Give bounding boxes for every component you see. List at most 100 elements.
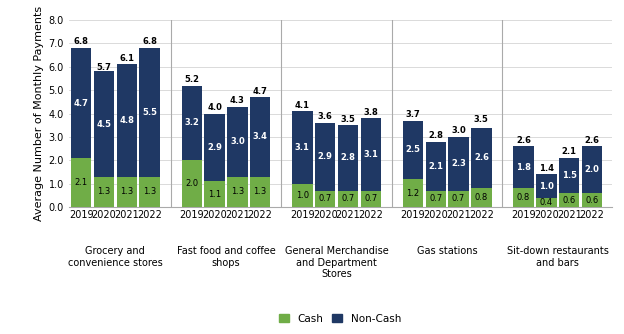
- Bar: [338, 125, 358, 191]
- Bar: [205, 114, 225, 181]
- Text: 3.4: 3.4: [253, 133, 268, 141]
- Text: 4.1: 4.1: [295, 101, 310, 110]
- Text: 3.2: 3.2: [184, 119, 199, 127]
- Bar: [361, 118, 381, 191]
- Text: 1.3: 1.3: [231, 187, 244, 196]
- Bar: [514, 188, 534, 207]
- Bar: [536, 198, 557, 207]
- Bar: [182, 160, 202, 207]
- Text: 2.1: 2.1: [562, 147, 577, 156]
- Bar: [514, 146, 534, 188]
- Text: 2.6: 2.6: [474, 154, 489, 162]
- Text: 1.0: 1.0: [296, 191, 309, 200]
- Bar: [426, 191, 446, 207]
- Bar: [449, 137, 469, 191]
- Bar: [117, 64, 137, 177]
- Text: 2.1: 2.1: [75, 178, 88, 187]
- Bar: [94, 71, 114, 177]
- Text: 3.7: 3.7: [406, 110, 421, 119]
- Text: 4.5: 4.5: [97, 120, 112, 129]
- Text: 1.4: 1.4: [539, 164, 554, 173]
- Bar: [292, 184, 313, 207]
- Bar: [250, 177, 270, 207]
- Bar: [292, 111, 313, 184]
- Text: 2.5: 2.5: [406, 145, 421, 154]
- Bar: [182, 86, 202, 160]
- Text: 6.8: 6.8: [142, 37, 157, 46]
- Text: Sit-down restaurants
and bars: Sit-down restaurants and bars: [507, 246, 609, 268]
- Text: Fast food and coffee
shops: Fast food and coffee shops: [177, 246, 275, 268]
- Text: General Merchandise
and Department
Stores: General Merchandise and Department Store…: [285, 246, 388, 279]
- Text: 0.7: 0.7: [452, 194, 466, 203]
- Bar: [559, 158, 579, 193]
- Text: 1.3: 1.3: [143, 187, 156, 196]
- Text: 3.1: 3.1: [363, 150, 378, 159]
- Text: 3.0: 3.0: [230, 137, 245, 146]
- Text: 2.8: 2.8: [428, 131, 443, 140]
- Bar: [71, 158, 91, 207]
- Bar: [250, 97, 270, 177]
- Bar: [117, 177, 137, 207]
- Text: 2.8: 2.8: [341, 154, 356, 162]
- Text: 3.1: 3.1: [295, 143, 310, 152]
- Text: 1.1: 1.1: [208, 190, 221, 199]
- Bar: [139, 48, 160, 177]
- Text: 1.5: 1.5: [562, 171, 577, 180]
- Text: 4.7: 4.7: [253, 87, 268, 96]
- Text: 0.8: 0.8: [517, 193, 530, 202]
- Text: 0.6: 0.6: [563, 196, 576, 204]
- Bar: [139, 177, 160, 207]
- Bar: [227, 107, 248, 177]
- Text: 0.8: 0.8: [475, 193, 488, 202]
- Bar: [559, 193, 579, 207]
- Bar: [403, 179, 423, 207]
- Text: 3.8: 3.8: [363, 108, 378, 117]
- Bar: [205, 181, 225, 207]
- Text: 4.0: 4.0: [207, 103, 222, 112]
- Text: Grocery and
convenience stores: Grocery and convenience stores: [68, 246, 163, 268]
- Bar: [227, 177, 248, 207]
- Text: 1.3: 1.3: [120, 187, 134, 196]
- Bar: [426, 142, 446, 191]
- Text: 0.7: 0.7: [341, 194, 354, 203]
- Text: 5.5: 5.5: [142, 108, 157, 117]
- Text: 0.7: 0.7: [364, 194, 378, 203]
- Text: 1.8: 1.8: [516, 163, 531, 172]
- Text: 0.6: 0.6: [585, 196, 598, 204]
- Bar: [338, 191, 358, 207]
- Bar: [94, 177, 114, 207]
- Bar: [471, 188, 492, 207]
- Text: 3.5: 3.5: [474, 115, 489, 124]
- Bar: [315, 191, 335, 207]
- Text: 3.0: 3.0: [451, 126, 466, 135]
- Bar: [315, 123, 335, 191]
- Bar: [536, 174, 557, 198]
- Text: 0.7: 0.7: [429, 194, 442, 203]
- Text: 2.0: 2.0: [185, 179, 198, 188]
- Text: 0.7: 0.7: [318, 194, 332, 203]
- Text: 0.4: 0.4: [540, 198, 553, 207]
- Text: 2.9: 2.9: [207, 143, 222, 152]
- Bar: [449, 191, 469, 207]
- Text: 2.0: 2.0: [585, 165, 600, 174]
- Text: 1.3: 1.3: [97, 187, 110, 196]
- Legend: Cash, Non-Cash: Cash, Non-Cash: [275, 310, 406, 328]
- Text: 5.7: 5.7: [97, 63, 112, 72]
- Text: 1.2: 1.2: [406, 189, 419, 197]
- Bar: [403, 121, 423, 179]
- Text: 3.5: 3.5: [341, 115, 356, 124]
- Text: 2.1: 2.1: [428, 162, 443, 171]
- Bar: [71, 48, 91, 158]
- Bar: [582, 193, 602, 207]
- Text: 3.6: 3.6: [318, 112, 333, 121]
- Text: 5.2: 5.2: [184, 75, 199, 84]
- Text: 1.3: 1.3: [253, 187, 267, 196]
- Text: 1.0: 1.0: [539, 182, 554, 190]
- Text: 4.8: 4.8: [119, 116, 134, 125]
- Y-axis label: Average Number of Monthly Payments: Average Number of Monthly Payments: [34, 6, 44, 221]
- Text: 2.6: 2.6: [585, 136, 600, 145]
- Bar: [361, 191, 381, 207]
- Text: Gas stations: Gas stations: [417, 246, 477, 256]
- Text: 6.1: 6.1: [119, 54, 134, 63]
- Bar: [471, 128, 492, 188]
